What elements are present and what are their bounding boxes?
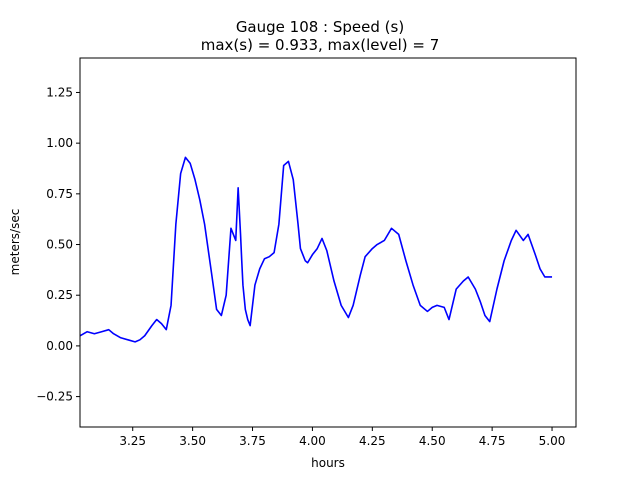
x-tick-label: 3.50: [179, 434, 206, 448]
x-axis-label: hours: [311, 456, 345, 470]
x-tick-label: 3.75: [239, 434, 266, 448]
speed-series-line: [79, 156, 553, 343]
x-tick-label: 3.25: [119, 434, 146, 448]
x-tick-label: 4.00: [299, 434, 326, 448]
y-tick-label: 0.25: [46, 288, 73, 302]
chart-title-line-1: Gauge 108 : Speed (s): [236, 18, 404, 36]
plot-area: [79, 57, 577, 428]
plot-frame: [79, 57, 577, 428]
y-tick-label: 0.75: [46, 187, 73, 201]
y-tick-label: 1.25: [46, 85, 73, 99]
y-tick-label: 1.00: [46, 136, 73, 150]
x-tick-label: 4.50: [419, 434, 446, 448]
x-tick-label: 4.25: [359, 434, 386, 448]
x-tick-label: 4.75: [479, 434, 506, 448]
x-axis: 3.25 3.50 3.75 4.00 4.25 4.50 4.75 5.00: [119, 427, 565, 448]
y-tick-label: 0.50: [46, 238, 73, 252]
y-axis: −0.25 0.00 0.25 0.50 0.75 1.00 1.25: [36, 85, 80, 404]
x-tick-label: 5.00: [539, 434, 566, 448]
y-axis-label: meters/sec: [8, 209, 22, 276]
y-tick-label: 0.00: [46, 339, 73, 353]
y-tick-label: −0.25: [36, 390, 73, 404]
chart-title-line-2: max(s) = 0.933, max(level) = 7: [201, 36, 439, 54]
